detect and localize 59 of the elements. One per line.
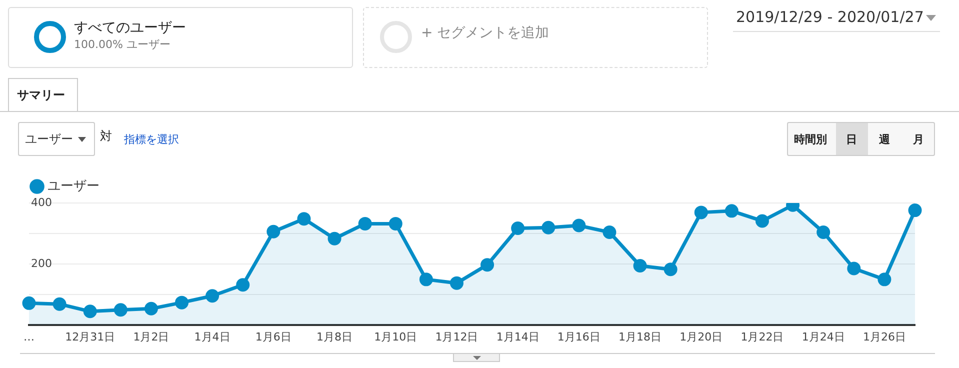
x-tick-label: 12月31日 (65, 330, 116, 344)
point (602, 225, 616, 239)
y-tick-label: 400 (31, 196, 52, 209)
point (388, 216, 402, 230)
point (542, 220, 556, 234)
legend-label: ユーザー (48, 178, 100, 194)
x-tick-label: 1月16日 (557, 330, 600, 344)
point (511, 222, 525, 236)
text: すべてのユーザー (74, 19, 186, 37)
text: サマリー (17, 87, 65, 104)
x-tick-label: 1月24日 (802, 330, 845, 344)
point (755, 214, 769, 228)
y-tick-label: 200 (31, 256, 52, 270)
point (572, 218, 586, 232)
point (847, 262, 861, 276)
text: 2019/12/29 - 2020/01/27 (736, 8, 924, 26)
point (878, 272, 892, 286)
x-tick-label: 1月2日 (133, 330, 170, 344)
x-tick-label: 1月14日 (496, 330, 540, 344)
point (328, 232, 342, 246)
point (450, 276, 464, 290)
point (480, 258, 494, 272)
point (175, 296, 189, 310)
x-tick-label: 1月4日 (194, 330, 230, 344)
x-tick-label: 1月18日 (618, 330, 662, 344)
point (908, 204, 922, 218)
text: 100.00% ユーザー (74, 37, 170, 52)
text: 日 (846, 132, 857, 147)
point (206, 289, 220, 303)
point (419, 272, 433, 286)
x-tick-label: 1月12日 (435, 330, 478, 344)
point (52, 297, 66, 311)
point (114, 303, 128, 317)
point (83, 304, 97, 318)
point (664, 262, 678, 276)
text: 指標を選択 (124, 132, 179, 147)
point (266, 224, 280, 238)
point (22, 296, 36, 310)
point (724, 204, 738, 218)
x-tick-label: 1月26日 (862, 330, 906, 344)
x-tick-label: … (24, 330, 34, 344)
point (236, 278, 250, 292)
text: 月 (913, 132, 924, 147)
text: ユーザー (25, 131, 73, 148)
text: 対 (100, 128, 112, 145)
text: + セグメントを追加 (421, 24, 550, 42)
x-tick-label: 1月8日 (316, 330, 353, 344)
text: 時間別 (794, 132, 827, 147)
text: 週 (879, 132, 890, 147)
point (816, 225, 830, 239)
x-tick-label: 1月10日 (374, 330, 418, 344)
point (144, 302, 158, 316)
x-tick-label: 1月20日 (680, 330, 723, 344)
x-tick-label: 1月22日 (740, 330, 784, 344)
point (297, 212, 311, 226)
point (633, 258, 647, 272)
point (358, 216, 372, 230)
x-tick-label: 1月6日 (255, 330, 292, 344)
point (694, 206, 708, 220)
